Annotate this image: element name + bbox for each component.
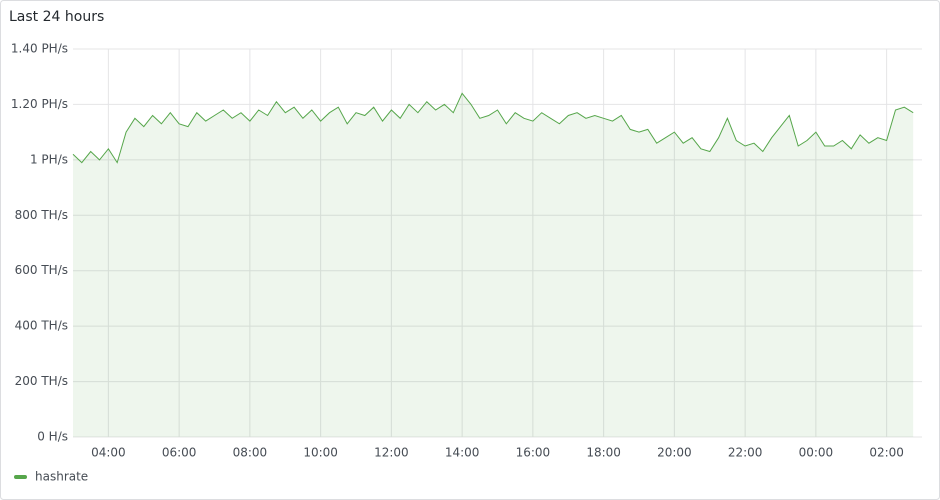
legend-label: hashrate — [35, 470, 88, 484]
y-tick-label: 400 TH/s — [15, 319, 68, 333]
x-tick-label: 02:00 — [869, 446, 904, 460]
x-tick-label: 06:00 — [162, 446, 197, 460]
line — [72, 92, 914, 164]
y-tick-label: 1 PH/s — [30, 152, 68, 166]
x-tick-label: 12:00 — [374, 446, 409, 460]
x-tick-label: 22:00 — [728, 446, 763, 460]
y-tick-label: 600 TH/s — [15, 263, 68, 277]
panel-title: Last 24 hours — [9, 9, 104, 25]
y-tick-label: 0 H/s — [37, 430, 68, 444]
x-tick-label: 00:00 — [799, 446, 834, 460]
x-tick-label: 20:00 — [657, 446, 692, 460]
x-tick-label: 16:00 — [516, 446, 551, 460]
x-tick-label: 04:00 — [91, 446, 126, 460]
y-tick-label: 1.40 PH/s — [11, 42, 68, 56]
x-tick-label: 18:00 — [586, 446, 621, 460]
y-tick-label: 200 TH/s — [15, 374, 68, 388]
x-tick-label: 08:00 — [233, 446, 268, 460]
x-tick-label: 10:00 — [303, 446, 338, 460]
y-tick-label: 800 TH/s — [15, 208, 68, 222]
legend-swatch — [14, 475, 27, 479]
x-tick-label: 14:00 — [445, 446, 480, 460]
y-tick-label: 1.20 PH/s — [11, 97, 68, 111]
area-fill — [73, 93, 914, 438]
